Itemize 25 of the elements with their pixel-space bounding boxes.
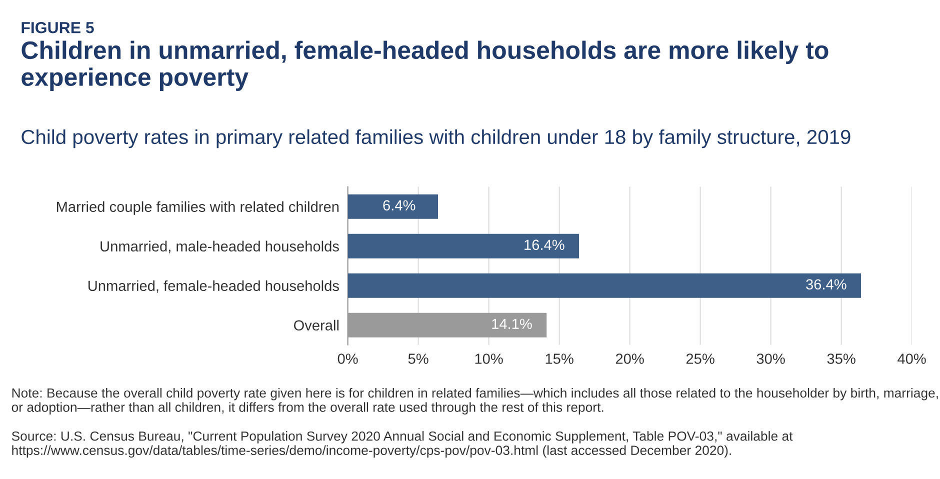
y-tick-label: Overall	[294, 320, 338, 331]
bar	[348, 194, 438, 219]
chart-subtitle: Child poverty rates in primary related families with children under 18 by family structure, 2019	[22, 129, 850, 148]
x-tick-label: 25%	[686, 354, 714, 364]
data-label: 6.4%	[383, 200, 416, 210]
x-tick-label: 35%	[827, 354, 856, 364]
data-label: 16.4%	[524, 240, 564, 250]
text: Note: Because the overall child poverty rate given here is for children in related families—which includes all those related to the householder by birth, marriage, or adoption—rather than all children, it differs from the overall rate used through the rest of this report.	[12, 388, 938, 414]
bar	[348, 273, 862, 298]
y-tick-label: Unmarried, female-headed households	[88, 280, 339, 293]
chart-title: Children in unmarried, female-headed households are more likely to experience poverty	[22, 40, 828, 91]
x-tick-label: 10%	[475, 354, 503, 364]
x-tick-label: 20%	[616, 354, 644, 364]
bar	[348, 234, 580, 258]
caption: FIGURE 5	[22, 22, 94, 34]
y-tick-label: Unmarried, male-headed households	[100, 240, 339, 254]
x-tick-label: 5%	[408, 354, 428, 364]
data-label: 36.4%	[806, 279, 846, 290]
y-tick-label: Married couple families with related children	[56, 201, 339, 215]
x-tick-label: 30%	[756, 354, 785, 364]
source-note: Source: U.S. Census Bureau, "Current Population Survey 2020 Annual Social and Economic Supplement, Table POV-03," available at https://www.census.gov/data/tables/time-series/demo/income-poverty/cps-pov/pov-03.html (last accessed December 2020).	[12, 431, 793, 458]
x-tick-label: 40%	[898, 354, 926, 364]
x-tick-label: 0%	[338, 354, 358, 364]
x-tick-label: 15%	[546, 354, 574, 364]
data-label: 14.1%	[492, 318, 532, 329]
